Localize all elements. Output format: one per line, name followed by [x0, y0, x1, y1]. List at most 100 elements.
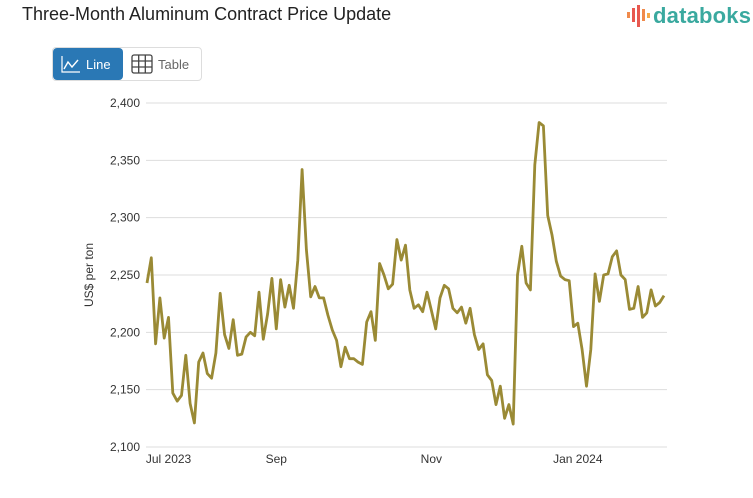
data-point[interactable] — [532, 162, 537, 167]
data-point[interactable] — [554, 259, 559, 264]
table-view-button[interactable]: Table — [123, 48, 197, 80]
data-point[interactable] — [287, 283, 292, 288]
data-point[interactable] — [222, 332, 227, 337]
data-point[interactable] — [356, 360, 361, 365]
data-point[interactable] — [244, 334, 249, 339]
data-point[interactable] — [394, 237, 399, 242]
data-point[interactable] — [347, 356, 352, 361]
data-point[interactable] — [390, 282, 395, 287]
data-point[interactable] — [468, 306, 473, 311]
data-point[interactable] — [580, 347, 585, 352]
data-point[interactable] — [614, 248, 619, 253]
data-point[interactable] — [257, 290, 262, 295]
data-point[interactable] — [308, 294, 313, 299]
data-point[interactable] — [274, 326, 279, 331]
data-point[interactable] — [377, 261, 382, 266]
data-point[interactable] — [153, 341, 158, 346]
data-point[interactable] — [463, 321, 468, 326]
data-point[interactable] — [502, 416, 507, 421]
data-point[interactable] — [162, 336, 167, 341]
data-point[interactable] — [192, 420, 197, 425]
data-point[interactable] — [321, 295, 326, 300]
data-point[interactable] — [519, 244, 524, 249]
data-point[interactable] — [364, 320, 369, 325]
data-point[interactable] — [537, 120, 542, 125]
data-point[interactable] — [476, 347, 481, 352]
data-point[interactable] — [399, 258, 404, 263]
data-point[interactable] — [605, 271, 610, 276]
data-point[interactable] — [618, 273, 623, 278]
data-point[interactable] — [231, 317, 236, 322]
data-point[interactable] — [662, 293, 667, 298]
data-point[interactable] — [291, 306, 296, 311]
data-point[interactable] — [455, 310, 460, 315]
data-point[interactable] — [282, 305, 287, 310]
data-point[interactable] — [239, 352, 244, 357]
data-point[interactable] — [226, 346, 231, 351]
data-point[interactable] — [515, 273, 520, 278]
data-point[interactable] — [450, 306, 455, 311]
data-point[interactable] — [420, 309, 425, 314]
data-point[interactable] — [498, 384, 503, 389]
data-point[interactable] — [317, 295, 322, 300]
data-point[interactable] — [248, 330, 253, 335]
data-point[interactable] — [653, 303, 658, 308]
data-point[interactable] — [437, 295, 442, 300]
data-point[interactable] — [149, 255, 154, 260]
data-point[interactable] — [209, 376, 214, 381]
data-point[interactable] — [541, 123, 546, 128]
data-point[interactable] — [489, 378, 494, 383]
data-point[interactable] — [179, 393, 184, 398]
data-point[interactable] — [472, 332, 477, 337]
data-point[interactable] — [644, 310, 649, 315]
data-point[interactable] — [511, 422, 516, 427]
data-point[interactable] — [205, 371, 210, 376]
data-point[interactable] — [313, 284, 318, 289]
data-point[interactable] — [485, 372, 490, 377]
data-point[interactable] — [343, 345, 348, 350]
data-point[interactable] — [597, 299, 602, 304]
data-point[interactable] — [278, 277, 283, 282]
data-point[interactable] — [261, 337, 266, 342]
data-point[interactable] — [373, 338, 378, 343]
databoks-logo[interactable]: databoks — [626, 3, 751, 29]
data-point[interactable] — [218, 291, 223, 296]
data-point[interactable] — [567, 278, 572, 283]
data-point[interactable] — [188, 401, 193, 406]
data-point[interactable] — [481, 341, 486, 346]
data-point[interactable] — [235, 353, 240, 358]
data-point[interactable] — [403, 243, 408, 248]
data-point[interactable] — [369, 309, 374, 314]
data-point[interactable] — [252, 333, 257, 338]
data-point[interactable] — [429, 308, 434, 313]
data-point[interactable] — [183, 353, 188, 358]
data-point[interactable] — [300, 167, 305, 172]
data-point[interactable] — [575, 321, 580, 326]
data-point[interactable] — [636, 284, 641, 289]
data-point[interactable] — [360, 362, 365, 367]
data-point[interactable] — [265, 311, 270, 316]
data-point[interactable] — [351, 356, 356, 361]
data-point[interactable] — [493, 402, 498, 407]
data-point[interactable] — [562, 277, 567, 282]
data-point[interactable] — [657, 300, 662, 305]
data-point[interactable] — [157, 295, 162, 300]
data-point[interactable] — [584, 384, 589, 389]
data-point[interactable] — [549, 232, 554, 237]
line-view-button[interactable]: Line — [53, 48, 123, 80]
data-point[interactable] — [334, 338, 339, 343]
data-point[interactable] — [558, 274, 563, 279]
data-point[interactable] — [325, 313, 330, 318]
data-point[interactable] — [416, 302, 421, 307]
data-point[interactable] — [425, 290, 430, 295]
data-point[interactable] — [196, 360, 201, 365]
data-point[interactable] — [640, 315, 645, 320]
data-point[interactable] — [433, 326, 438, 331]
data-point[interactable] — [412, 306, 417, 311]
data-point[interactable] — [459, 305, 464, 310]
data-point[interactable] — [330, 328, 335, 333]
data-point[interactable] — [545, 213, 550, 218]
data-point[interactable] — [442, 283, 447, 288]
data-point[interactable] — [631, 306, 636, 311]
data-point[interactable] — [649, 287, 654, 292]
